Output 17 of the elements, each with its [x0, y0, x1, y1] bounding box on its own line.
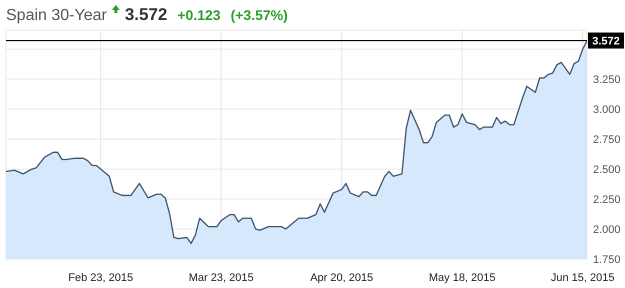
x-tick-label: Apr 20, 2015 [310, 272, 374, 284]
x-tick-label: Feb 23, 2015 [68, 272, 134, 284]
y-tick-label: 2.750 [593, 134, 621, 146]
x-tick-label: May 18, 2015 [428, 272, 496, 284]
y-tick-label: 3.000 [593, 104, 621, 116]
x-tick-label: Mar 23, 2015 [188, 272, 254, 284]
ref-line-label: 3.572 [592, 35, 620, 48]
x-tick-label: Jun 15, 2015 [550, 272, 615, 284]
y-tick-label: 1.750 [593, 254, 621, 266]
y-tick-label: 2.500 [593, 164, 621, 176]
chart-title: Spain 30-Year [6, 7, 108, 24]
y-tick-label: 3.250 [593, 74, 621, 86]
text: (+3.57%) [230, 7, 288, 23]
text: 3.572 [124, 5, 168, 24]
text: +0.123 [177, 7, 221, 23]
y-tick-label: 2.250 [593, 194, 621, 206]
y-tick-label: 2.000 [593, 224, 621, 236]
